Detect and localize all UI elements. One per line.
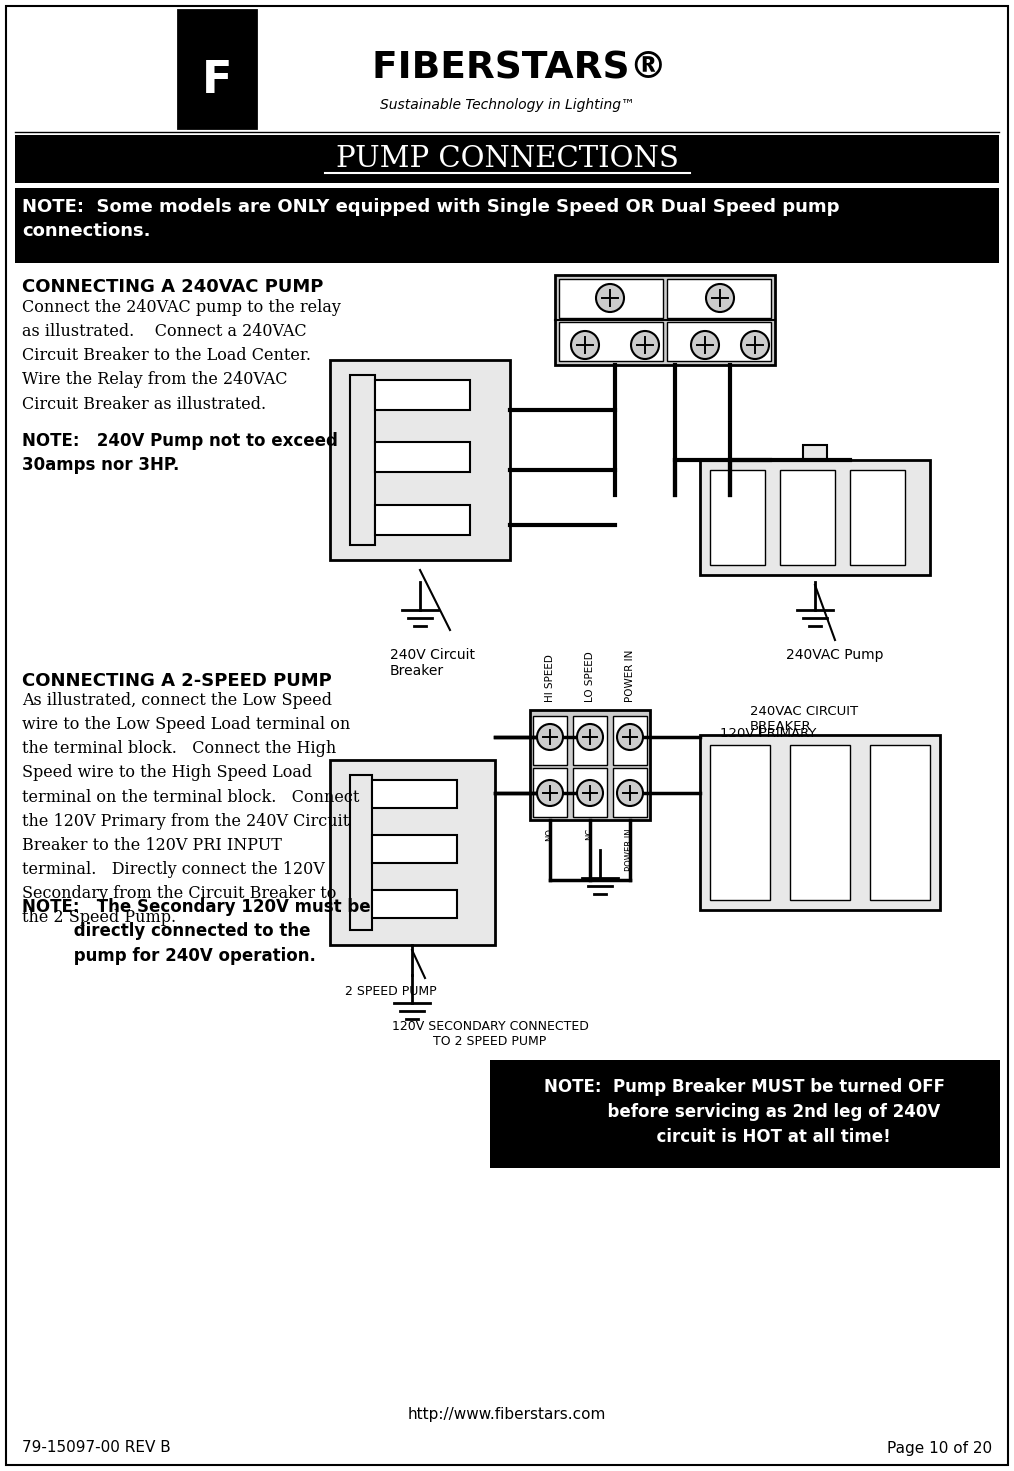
Text: 2 SPEED PUMP: 2 SPEED PUMP bbox=[345, 986, 437, 997]
Text: PUMP CONNECTIONS: PUMP CONNECTIONS bbox=[336, 146, 678, 174]
Circle shape bbox=[741, 331, 769, 359]
Bar bbox=[350, 375, 375, 544]
Bar bbox=[790, 744, 850, 900]
Bar bbox=[15, 135, 999, 182]
Bar bbox=[372, 836, 457, 863]
Bar bbox=[573, 768, 607, 816]
Text: CONNECTING A 240VAC PUMP: CONNECTING A 240VAC PUMP bbox=[22, 278, 323, 296]
Circle shape bbox=[691, 331, 719, 359]
Text: As illustrated, connect the Low Speed
wire to the Low Speed Load terminal on
the: As illustrated, connect the Low Speed wi… bbox=[22, 691, 359, 927]
Bar bbox=[613, 716, 647, 765]
Bar bbox=[613, 768, 647, 816]
Bar bbox=[350, 775, 372, 930]
Text: POWER IN: POWER IN bbox=[625, 650, 635, 702]
Bar bbox=[490, 1061, 1000, 1168]
Bar bbox=[375, 380, 470, 410]
Bar bbox=[700, 736, 940, 911]
Text: 240VAC Pump: 240VAC Pump bbox=[786, 649, 884, 662]
Text: http://www.fiberstars.com: http://www.fiberstars.com bbox=[408, 1408, 606, 1422]
Bar bbox=[710, 744, 770, 900]
Bar bbox=[573, 716, 607, 765]
Bar bbox=[667, 279, 771, 318]
Bar bbox=[555, 275, 775, 365]
Circle shape bbox=[571, 331, 599, 359]
Bar bbox=[803, 446, 827, 460]
Text: NO: NO bbox=[546, 828, 555, 841]
Circle shape bbox=[537, 724, 563, 750]
Bar bbox=[330, 761, 495, 944]
Bar bbox=[559, 279, 663, 318]
Bar bbox=[870, 744, 930, 900]
Circle shape bbox=[577, 724, 603, 750]
Text: 240V Circuit
Breaker: 240V Circuit Breaker bbox=[390, 649, 475, 678]
Bar bbox=[330, 360, 510, 560]
Circle shape bbox=[631, 331, 659, 359]
Bar bbox=[375, 505, 470, 535]
Bar bbox=[372, 890, 457, 918]
Bar bbox=[780, 471, 835, 565]
Circle shape bbox=[596, 284, 624, 312]
Bar bbox=[533, 768, 567, 816]
Bar bbox=[372, 780, 457, 808]
Text: Page 10 of 20: Page 10 of 20 bbox=[887, 1440, 992, 1455]
Text: Connect the 240VAC pump to the relay
as illustrated.    Connect a 240VAC
Circuit: Connect the 240VAC pump to the relay as … bbox=[22, 299, 341, 412]
Text: 120V SECONDARY CONNECTED
TO 2 SPEED PUMP: 120V SECONDARY CONNECTED TO 2 SPEED PUMP bbox=[391, 1019, 588, 1047]
Text: 79-15097-00 REV B: 79-15097-00 REV B bbox=[22, 1440, 170, 1455]
Circle shape bbox=[577, 780, 603, 806]
Bar bbox=[15, 188, 999, 263]
Text: Sustainable Technology in Lighting™: Sustainable Technology in Lighting™ bbox=[379, 99, 635, 112]
Bar bbox=[375, 441, 470, 472]
Bar bbox=[533, 716, 567, 765]
Circle shape bbox=[617, 724, 643, 750]
Circle shape bbox=[537, 780, 563, 806]
Text: 120V PRIMARY: 120V PRIMARY bbox=[720, 727, 816, 740]
Bar bbox=[178, 10, 256, 128]
Bar bbox=[559, 322, 663, 360]
Bar bbox=[530, 710, 650, 819]
Text: NOTE:   240V Pump not to exceed
30amps nor 3HP.: NOTE: 240V Pump not to exceed 30amps nor… bbox=[22, 432, 338, 474]
Text: F: F bbox=[202, 59, 232, 101]
Text: NOTE:  Some models are ONLY equipped with Single Speed OR Dual Speed pump
connec: NOTE: Some models are ONLY equipped with… bbox=[22, 199, 840, 240]
Text: NOTE:  Pump Breaker MUST be turned OFF
          before servicing as 2nd leg of : NOTE: Pump Breaker MUST be turned OFF be… bbox=[545, 1078, 945, 1146]
Bar bbox=[710, 471, 765, 565]
Text: NC: NC bbox=[585, 828, 594, 840]
Bar bbox=[850, 471, 906, 565]
Text: CONNECTING A 2-SPEED PUMP: CONNECTING A 2-SPEED PUMP bbox=[22, 672, 332, 690]
Text: POWER IN: POWER IN bbox=[626, 828, 635, 871]
Bar bbox=[667, 322, 771, 360]
Text: LO SPEED: LO SPEED bbox=[585, 652, 595, 702]
Text: HI SPEED: HI SPEED bbox=[545, 655, 555, 702]
Text: FIBERSTARS®: FIBERSTARS® bbox=[347, 50, 667, 85]
Text: NOTE:   The Secondary 120V must be
         directly connected to the
         p: NOTE: The Secondary 120V must be directl… bbox=[22, 897, 371, 965]
Text: 240VAC CIRCUIT
BREAKER: 240VAC CIRCUIT BREAKER bbox=[750, 705, 858, 733]
Circle shape bbox=[617, 780, 643, 806]
Circle shape bbox=[706, 284, 734, 312]
Bar bbox=[700, 460, 930, 575]
